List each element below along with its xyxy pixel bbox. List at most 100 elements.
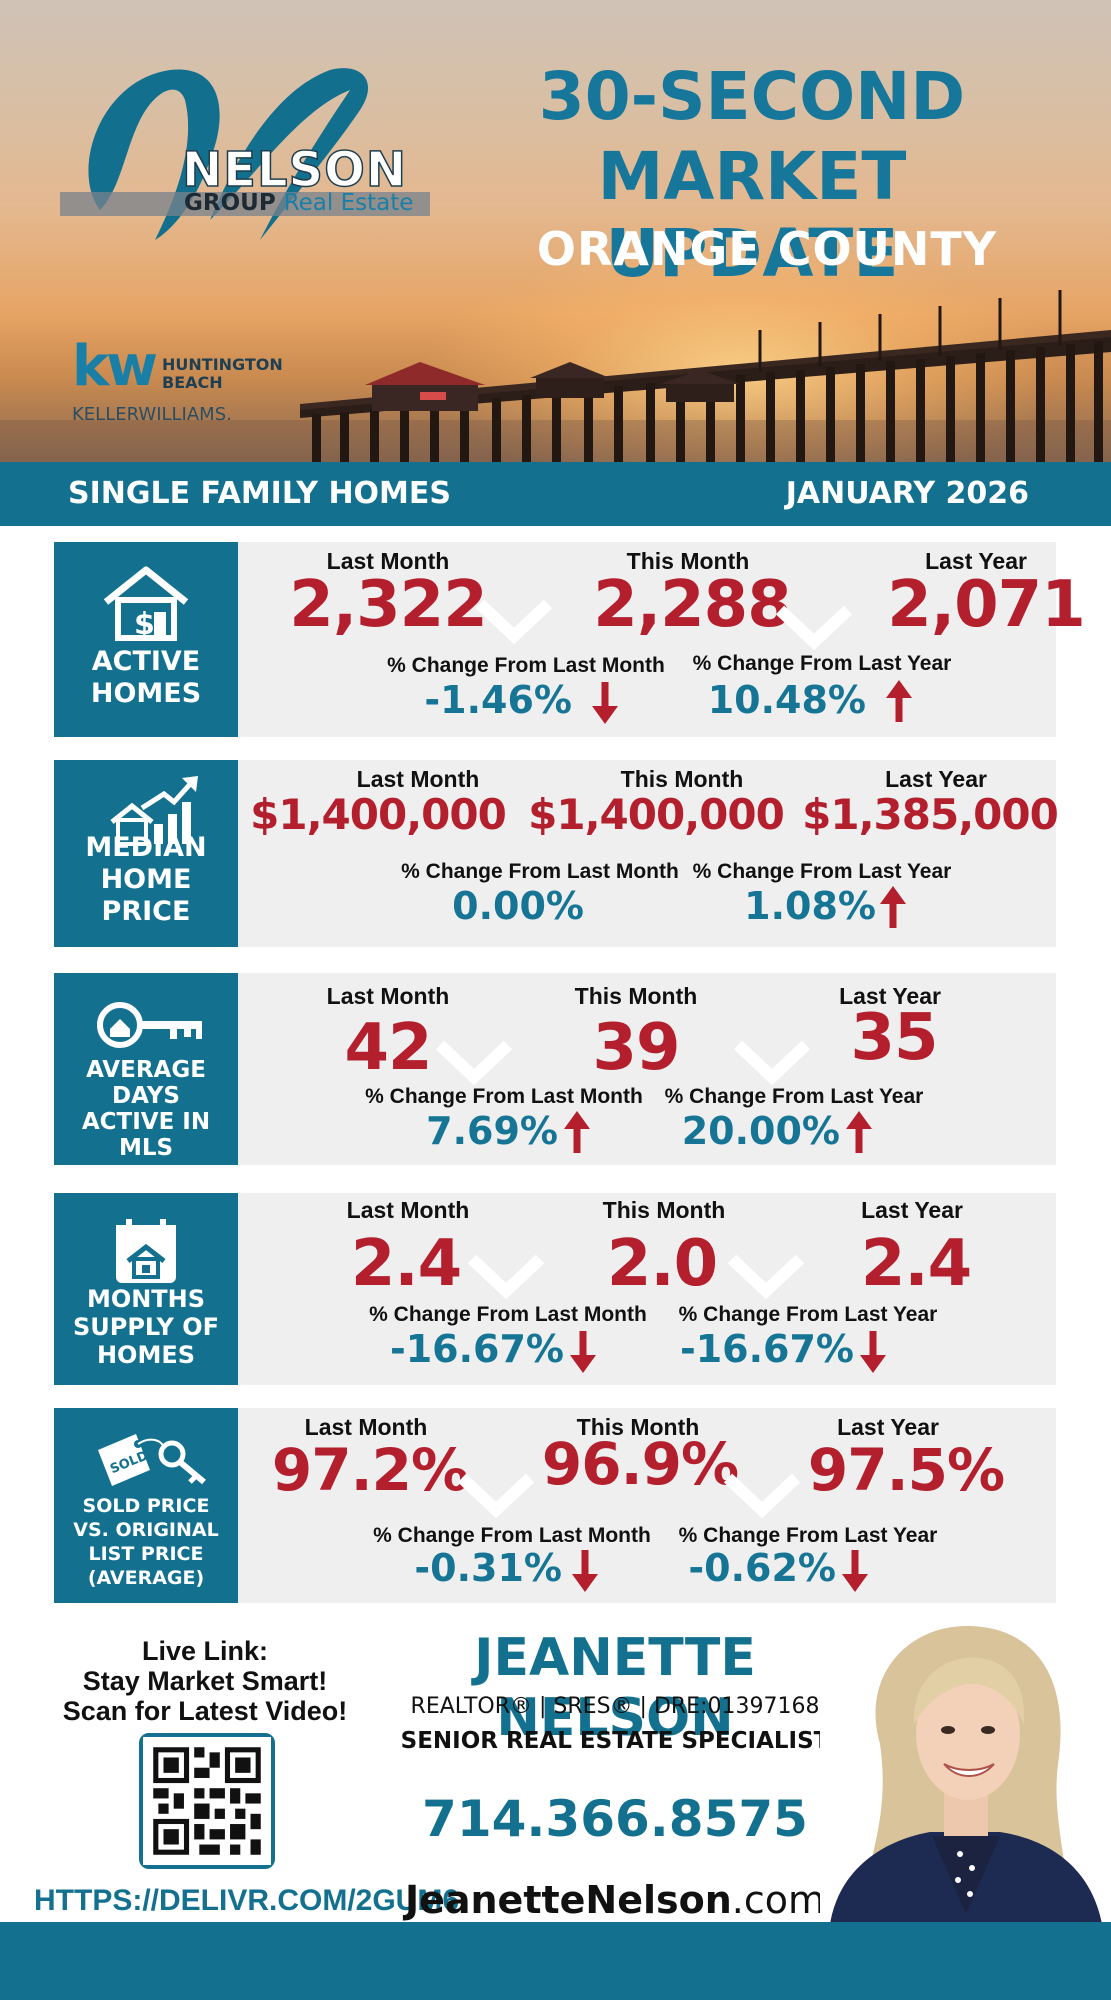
metric-title: ACTIVE HOMES — [90, 646, 202, 709]
value-last-year: 2.4 — [860, 1227, 972, 1301]
region-title: ORANGE COUNTY — [536, 222, 998, 276]
metric-label-panel: MEDIAN HOME PRICE — [54, 760, 238, 947]
label-last-month: Last Month — [326, 548, 450, 574]
chevron-down-icon — [723, 1473, 801, 1518]
label-this-month: This Month — [602, 1197, 726, 1223]
metric-values-panel: Last Month This Month Last Year 97.2% 96… — [238, 1408, 1056, 1603]
kw-company: KELLERWILLIAMS. — [72, 404, 232, 425]
arrow-down-icon — [842, 1550, 868, 1592]
value-last-year: $1,385,000 — [802, 790, 1059, 839]
change-month-value: -16.67% — [389, 1327, 564, 1371]
metric-title: MEDIAN HOME PRICE — [85, 832, 207, 927]
agent-phone[interactable]: 714.366.8575 — [422, 1790, 808, 1848]
change-month-value: 7.69% — [426, 1109, 558, 1153]
agent-website[interactable]: JeanetteNelson.com — [380, 1878, 850, 1922]
label-last-month: Last Month — [356, 766, 480, 792]
house-key-icon — [97, 1002, 202, 1048]
label-change-year: % Change From Last Year — [692, 652, 952, 675]
house-growth-chart-icon — [110, 776, 198, 846]
metric-label-panel: MONTHS SUPPLY OF HOMES — [54, 1193, 238, 1385]
svg-text:$: $ — [134, 607, 155, 642]
label-this-month: This Month — [620, 766, 744, 792]
arrow-down-icon — [570, 1331, 596, 1373]
metric-active-homes: $ ACTIVE HOMES Last Month This Month Las… — [54, 542, 1086, 737]
change-month-value: 0.00% — [452, 884, 584, 928]
metric-label-panel: SOLD SOLD PRICE VS. ORIGINAL LIST PRICE … — [54, 1408, 238, 1603]
label-change-month: % Change From Last Month — [365, 1085, 643, 1108]
category-banner: SINGLE FAMILY HOMES JANUARY 2026 — [0, 462, 1111, 526]
value-last-month: 97.2% — [271, 1436, 469, 1504]
live-link-line-2: Stay Market Smart! — [82, 1666, 328, 1696]
label-last-month: Last Month — [346, 1197, 470, 1223]
label-change-year: % Change From Last Year — [692, 860, 952, 883]
brand-sub-group: GROUP — [184, 190, 276, 216]
value-last-year: 35 — [850, 1001, 938, 1075]
label-change-month: % Change From Last Month — [387, 654, 665, 677]
label-this-month: This Month — [576, 1414, 700, 1440]
footer-bar — [0, 1922, 1111, 2000]
value-last-month: 2,322 — [289, 568, 487, 642]
kw-office-line-1: HUNTINGTON — [162, 355, 283, 374]
label-last-year: Last Year — [839, 983, 941, 1009]
agent-website-bold: JeanetteNelson — [404, 1878, 732, 1922]
chevron-down-icon — [435, 1040, 513, 1085]
logo-gray-bar — [60, 192, 430, 216]
change-year-value: 20.00% — [681, 1109, 840, 1153]
change-month-value: -1.46% — [424, 678, 572, 722]
label-last-year: Last Year — [885, 766, 987, 792]
label-this-month: This Month — [626, 548, 750, 574]
label-last-year: Last Year — [837, 1414, 939, 1440]
brand-name: NELSON — [181, 141, 408, 199]
pier-silhouette — [0, 290, 1111, 462]
label-change-year: % Change From Last Year — [678, 1524, 938, 1547]
metric-title: AVERAGE DAYS ACTIVE IN MLS — [81, 1057, 211, 1161]
arrow-up-icon — [564, 1111, 590, 1153]
agent-title: SENIOR REAL ESTATE SPECIALIST — [400, 1728, 830, 1754]
property-type: SINGLE FAMILY HOMES — [68, 476, 452, 511]
arrow-up-icon — [886, 680, 912, 722]
value-this-month: 39 — [592, 1011, 680, 1085]
label-last-month: Last Month — [326, 983, 450, 1009]
label-change-year: % Change From Last Year — [678, 1303, 938, 1326]
value-this-month: 96.9% — [541, 1430, 739, 1498]
label-change-month: % Change From Last Month — [369, 1303, 647, 1326]
house-dollar-icon: $ — [103, 566, 189, 642]
chevron-down-icon — [475, 599, 553, 644]
metric-label-panel: AVERAGE DAYS ACTIVE IN MLS — [54, 973, 238, 1165]
title-line-1: 30-SECOND — [538, 58, 966, 135]
change-year-value: 1.08% — [744, 884, 876, 928]
arrow-up-icon — [846, 1111, 872, 1153]
kw-letters: kw — [72, 334, 158, 399]
calendar-house-icon — [116, 1219, 176, 1283]
value-last-year: 97.5% — [807, 1436, 1005, 1504]
value-last-month: 42 — [344, 1011, 432, 1085]
label-last-year: Last Year — [861, 1197, 963, 1223]
change-year-value: 10.48% — [707, 678, 866, 722]
value-last-year: 2,071 — [887, 568, 1085, 642]
agent-name: JEANETTE NELSON — [474, 1628, 756, 1748]
metric-title: SOLD PRICE VS. ORIGINAL LIST PRICE (AVER… — [73, 1495, 219, 1589]
sold-tag-key-icon: SOLD — [98, 1434, 206, 1486]
brand-sub-accent: Real Estate — [283, 190, 414, 216]
metric-values-panel: Last Month This Month Last Year 42 39 35… — [238, 973, 1056, 1165]
qr-code[interactable] — [139, 1733, 275, 1869]
qr-link-url[interactable]: HTTPS://DELIVR.COM/2GUM6 — [34, 1884, 460, 1917]
brand-sub: GROUP Real Estate — [184, 190, 413, 216]
change-year-value: -16.67% — [679, 1327, 854, 1371]
label-change-month: % Change From Last Month — [373, 1524, 651, 1547]
change-year-value: -0.62% — [688, 1546, 836, 1590]
live-link-callout: Live Link: Stay Market Smart! Scan for L… — [40, 1636, 370, 1726]
live-link-line-3: Scan for Latest Video! — [62, 1696, 348, 1726]
change-month-value: -0.31% — [414, 1546, 562, 1590]
chevron-down-icon — [733, 1040, 811, 1085]
label-change-year: % Change From Last Year — [664, 1085, 924, 1108]
chevron-down-icon — [775, 605, 853, 650]
agent-portrait — [820, 1614, 1111, 1924]
metric-median-home-price: MEDIAN HOME PRICE Last Month This Month … — [54, 760, 1059, 947]
value-this-month: 2.0 — [606, 1227, 718, 1301]
metric-label-panel: $ ACTIVE HOMES — [54, 542, 238, 737]
agent-credentials: REALTOR® | SRES® | DRE:01397168 — [410, 1694, 820, 1719]
qr-code-icon — [143, 1737, 271, 1865]
arrow-down-icon — [572, 1550, 598, 1592]
hero-header: NELSON GROUP Real Estate 30-SECOND MARKE… — [0, 0, 1111, 462]
